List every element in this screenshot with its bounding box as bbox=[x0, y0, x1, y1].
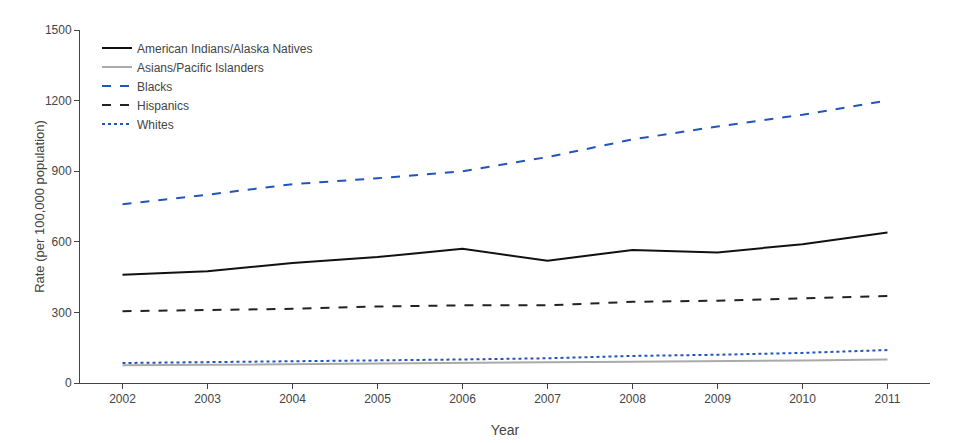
svg-text:Blacks: Blacks bbox=[137, 80, 172, 94]
svg-text:2007: 2007 bbox=[534, 392, 561, 406]
svg-text:Year: Year bbox=[491, 422, 520, 438]
svg-text:1200: 1200 bbox=[45, 94, 72, 108]
svg-text:2011: 2011 bbox=[875, 392, 901, 406]
svg-text:Hispanics: Hispanics bbox=[137, 99, 189, 113]
svg-text:600: 600 bbox=[52, 235, 72, 249]
svg-text:2006: 2006 bbox=[449, 392, 476, 406]
svg-text:2009: 2009 bbox=[704, 392, 731, 406]
svg-text:300: 300 bbox=[52, 306, 72, 320]
svg-text:Whites: Whites bbox=[137, 118, 174, 132]
svg-text:Rate (per 100,000 population): Rate (per 100,000 population) bbox=[32, 120, 47, 293]
svg-text:2005: 2005 bbox=[364, 392, 391, 406]
svg-text:900: 900 bbox=[52, 164, 72, 178]
svg-text:2010: 2010 bbox=[789, 392, 816, 406]
svg-text:0: 0 bbox=[65, 376, 72, 390]
svg-text:2004: 2004 bbox=[279, 392, 306, 406]
svg-text:2002: 2002 bbox=[109, 392, 136, 406]
svg-text:Asians/Pacific Islanders: Asians/Pacific Islanders bbox=[137, 61, 264, 75]
svg-text:1500: 1500 bbox=[45, 23, 72, 37]
svg-text:2008: 2008 bbox=[619, 392, 646, 406]
svg-text:2003: 2003 bbox=[194, 392, 221, 406]
svg-text:American Indians/Alaska Native: American Indians/Alaska Natives bbox=[137, 42, 312, 56]
